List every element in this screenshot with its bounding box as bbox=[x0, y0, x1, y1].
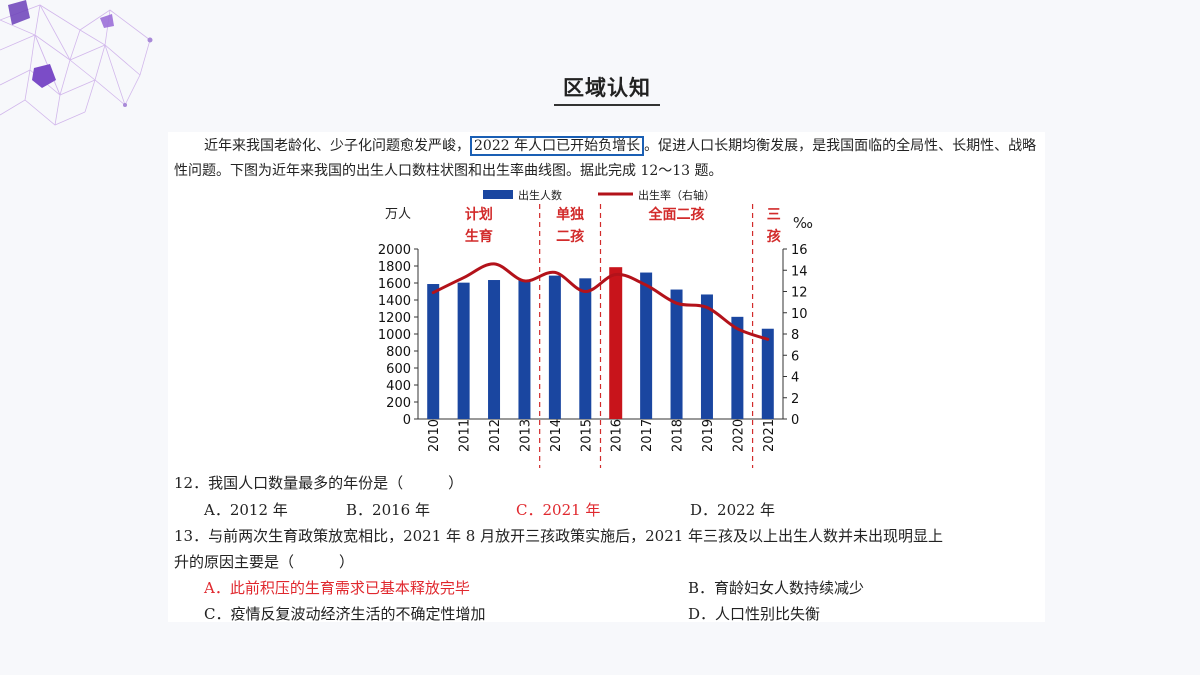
x-tick-label: 2014 bbox=[549, 419, 564, 452]
left-tick-label: 200 bbox=[386, 396, 411, 411]
phase-label: 二孩 bbox=[556, 228, 584, 245]
birth-rate-line bbox=[431, 262, 770, 341]
left-tick-label: 0 bbox=[403, 413, 411, 428]
bar bbox=[731, 316, 744, 419]
x-tick-label: 2020 bbox=[731, 419, 746, 452]
left-tick-label: 2000 bbox=[378, 243, 411, 258]
question-12-stem: 12．我国人口数量最多的年份是（ ） bbox=[174, 474, 464, 492]
left-tick-label: 1400 bbox=[378, 294, 411, 309]
right-tick-label: 10 bbox=[791, 307, 808, 322]
right-tick-label: 4 bbox=[791, 371, 799, 386]
x-tick-label: 2017 bbox=[640, 419, 655, 452]
bar bbox=[548, 275, 561, 419]
q13-option-a[interactable]: A．此前积压的生育需求已基本释放完毕 bbox=[204, 579, 470, 597]
q13-option-d[interactable]: D．人口性别比失衡 bbox=[688, 605, 821, 623]
left-axis-unit: 万人 bbox=[385, 207, 411, 222]
bar bbox=[700, 294, 713, 419]
passage: 近年来我国老龄化、少子化问题愈发严峻， 2022 年人口已开始负增长 。促进人口长期… bbox=[174, 134, 1044, 184]
bar bbox=[640, 272, 653, 419]
x-tick-label: 2012 bbox=[488, 419, 503, 452]
x-tick-label: 2011 bbox=[458, 419, 473, 452]
left-tick-label: 1200 bbox=[378, 311, 411, 326]
phase-label: 计划 bbox=[465, 206, 493, 223]
phase-label: 孩 bbox=[767, 228, 781, 245]
question-13-stem-line2: 升的原因主要是（ ） bbox=[174, 553, 355, 571]
slide-title: 区域认知 bbox=[563, 76, 651, 100]
right-axis-unit: ‰ bbox=[793, 214, 813, 232]
decorative-network-globe-icon bbox=[0, 0, 153, 126]
legend-bar-swatch bbox=[483, 190, 513, 199]
left-tick-label: 800 bbox=[386, 345, 411, 360]
bar bbox=[761, 328, 774, 419]
left-tick-label: 1600 bbox=[378, 277, 411, 292]
q12-option-d[interactable]: D．2022 年 bbox=[690, 501, 775, 519]
passage-after: 。促进人口长期均衡发展，是我国面临的全局性、长期性、战略性问题。下图为近年来我国… bbox=[174, 138, 1037, 179]
left-tick-label: 1000 bbox=[378, 328, 411, 343]
question-13-stem-line1: 13．与前两次生育政策放宽相比，2021 年 8 月放开三孩政策实施后，2021… bbox=[174, 527, 944, 545]
phase-label: 生育 bbox=[465, 228, 493, 245]
bar bbox=[609, 267, 623, 419]
q12-option-a[interactable]: A．2012 年 bbox=[204, 501, 288, 519]
left-tick-label: 600 bbox=[386, 362, 411, 377]
x-tick-label: 2016 bbox=[610, 419, 625, 452]
right-tick-label: 16 bbox=[791, 243, 808, 258]
right-tick-label: 2 bbox=[791, 392, 799, 407]
bar bbox=[457, 282, 470, 419]
passage-highlight: 2022 年人口已开始负增长 bbox=[470, 136, 645, 156]
x-tick-label: 2010 bbox=[427, 419, 442, 452]
question-card: 近年来我国老龄化、少子化问题愈发严峻， 2022 年人口已开始负增长 。促进人口长期… bbox=[168, 132, 1045, 623]
birth-chart: 出生人数 出生率（右轴） 万人 ‰ 0 200 400 600 800 1000 1200 1400 1… bbox=[378, 188, 813, 468]
q12-option-c[interactable]: C．2021 年 bbox=[516, 501, 601, 519]
left-tick-label: 1800 bbox=[378, 260, 411, 275]
q12-option-b[interactable]: B．2016 年 bbox=[346, 501, 430, 519]
q13-option-b[interactable]: B．育龄妇女人数持续减少 bbox=[688, 579, 865, 597]
right-tick-label: 12 bbox=[791, 286, 808, 301]
right-tick-label: 0 bbox=[791, 413, 799, 428]
x-tick-label: 2021 bbox=[762, 419, 777, 452]
bar bbox=[579, 278, 592, 419]
right-tick-label: 6 bbox=[791, 349, 799, 364]
legend-bar-label: 出生人数 bbox=[518, 188, 562, 202]
x-tick-label: 2015 bbox=[579, 419, 594, 452]
q13-option-c[interactable]: C．疫情反复波动经济生活的不确定性增加 bbox=[204, 605, 486, 623]
phase-label: 三 bbox=[767, 207, 781, 223]
right-tick-label: 14 bbox=[791, 264, 808, 279]
title-underline bbox=[554, 104, 660, 106]
x-tick-label: 2019 bbox=[701, 419, 716, 452]
bar bbox=[518, 279, 531, 419]
x-tick-label: 2013 bbox=[518, 419, 533, 452]
legend-line-label: 出生率（右轴） bbox=[638, 188, 715, 202]
bar bbox=[488, 280, 501, 419]
phase-label: 单独 bbox=[556, 206, 584, 223]
passage-before: 近年来我国老龄化、少子化问题愈发严峻， bbox=[204, 138, 470, 154]
x-tick-label: 2018 bbox=[671, 419, 686, 452]
left-tick-label: 400 bbox=[386, 379, 411, 394]
right-tick-label: 8 bbox=[791, 328, 799, 343]
phase-label: 全面二孩 bbox=[648, 206, 705, 223]
bar bbox=[427, 284, 440, 419]
bar bbox=[670, 289, 683, 419]
